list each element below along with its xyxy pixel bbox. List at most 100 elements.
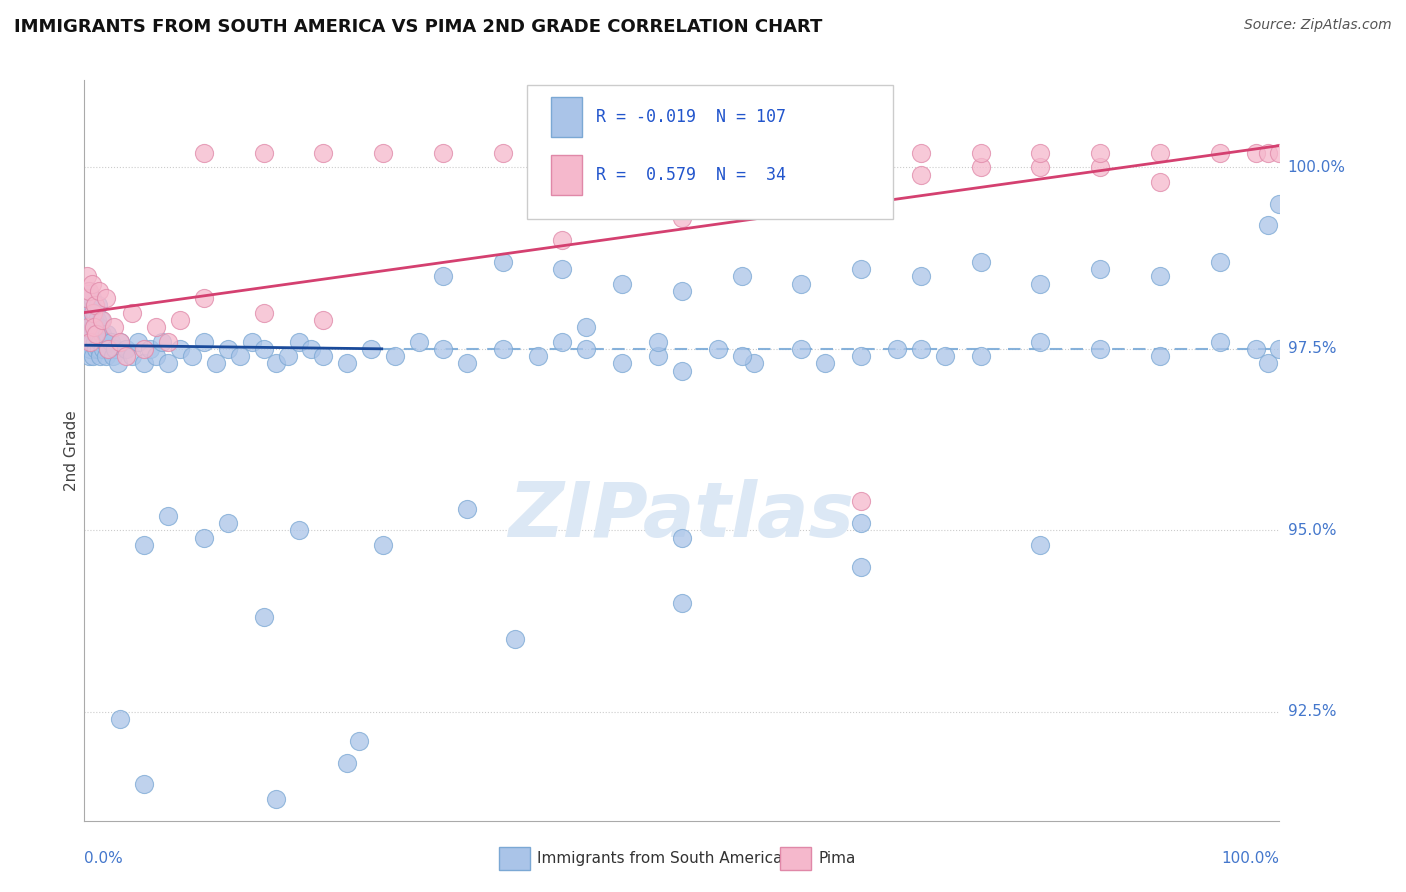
Point: [157, 508, 180, 523]
Point: [145, 349, 167, 363]
Point: [742, 356, 765, 370]
Point: [934, 349, 956, 363]
Text: Immigrants from South America: Immigrants from South America: [537, 851, 783, 866]
Point: [89, 334, 111, 349]
Point: [671, 531, 693, 545]
Point: [264, 356, 287, 370]
Point: [253, 145, 276, 160]
Point: [612, 277, 634, 291]
Point: [851, 516, 873, 530]
Point: [277, 349, 299, 363]
Point: [91, 327, 114, 342]
Point: [1209, 254, 1232, 268]
Point: [76, 313, 98, 327]
Point: [1029, 161, 1052, 175]
Point: [229, 349, 252, 363]
Text: 100.0%: 100.0%: [1288, 160, 1346, 175]
Point: [103, 320, 125, 334]
Point: [1268, 196, 1291, 211]
Point: [94, 349, 117, 363]
Point: [132, 342, 156, 356]
Point: [76, 298, 98, 312]
Point: [1029, 334, 1052, 349]
Point: [336, 756, 359, 770]
Point: [707, 342, 730, 356]
Point: [970, 349, 993, 363]
Point: [910, 145, 932, 160]
Point: [80, 313, 103, 327]
Point: [75, 320, 97, 334]
Point: [1257, 356, 1279, 370]
Point: [731, 349, 754, 363]
Point: [193, 531, 215, 545]
Point: [94, 291, 117, 305]
Point: [671, 596, 693, 610]
Point: [84, 334, 107, 349]
Point: [253, 305, 276, 319]
Point: [86, 327, 108, 342]
Text: R = -0.019  N = 107: R = -0.019 N = 107: [596, 108, 786, 126]
Point: [77, 320, 100, 334]
Point: [1090, 161, 1112, 175]
Point: [90, 313, 112, 327]
Point: [575, 342, 598, 356]
Point: [312, 145, 335, 160]
Point: [647, 349, 669, 363]
Point: [100, 334, 122, 349]
Point: [492, 254, 515, 268]
Point: [288, 334, 311, 349]
Point: [157, 334, 180, 349]
Point: [77, 284, 100, 298]
Point: [253, 342, 276, 356]
Point: [87, 284, 110, 298]
Point: [82, 320, 104, 334]
Point: [83, 320, 105, 334]
Point: [110, 712, 132, 726]
Point: [97, 342, 120, 356]
Point: [217, 516, 239, 530]
Point: [240, 334, 263, 349]
Text: 95.0%: 95.0%: [1288, 523, 1336, 538]
Point: [432, 269, 454, 284]
Point: [1149, 269, 1171, 284]
Point: [1149, 175, 1171, 189]
Point: [107, 356, 129, 370]
Point: [77, 327, 100, 342]
Point: [150, 334, 173, 349]
Point: [551, 262, 574, 277]
Point: [1029, 145, 1052, 160]
Point: [96, 327, 118, 342]
Point: [75, 291, 97, 305]
Point: [110, 334, 132, 349]
Point: [1029, 538, 1052, 552]
Point: [360, 342, 382, 356]
Point: [86, 342, 108, 356]
Point: [193, 145, 215, 160]
Point: [575, 320, 598, 334]
Point: [1268, 342, 1291, 356]
Point: [456, 356, 478, 370]
Point: [1257, 219, 1279, 233]
Point: [97, 342, 120, 356]
Point: [851, 494, 873, 508]
Point: [157, 356, 180, 370]
Point: [79, 305, 101, 319]
Point: [970, 254, 993, 268]
Point: [82, 349, 104, 363]
Point: [264, 792, 287, 806]
Point: [80, 291, 103, 305]
Point: [910, 342, 932, 356]
Point: [731, 145, 754, 160]
Point: [1090, 145, 1112, 160]
Point: [89, 320, 111, 334]
Point: [432, 342, 454, 356]
Point: [970, 145, 993, 160]
Point: [169, 313, 191, 327]
Point: [1244, 342, 1267, 356]
Point: [91, 313, 114, 327]
Point: [671, 363, 693, 377]
Point: [76, 269, 98, 284]
Point: [373, 538, 395, 552]
Point: [1257, 145, 1279, 160]
Point: [851, 175, 873, 189]
